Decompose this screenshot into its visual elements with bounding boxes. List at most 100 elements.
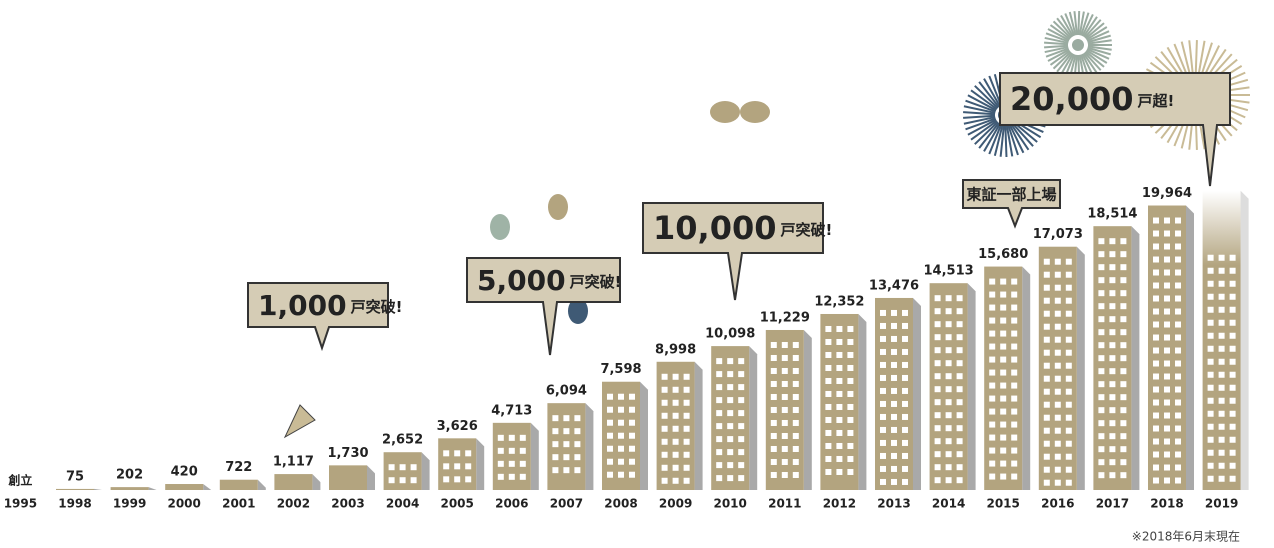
window: [781, 380, 788, 387]
window: [727, 475, 734, 482]
window: [781, 432, 788, 439]
callout-box: [247, 282, 389, 352]
window: [1175, 451, 1181, 458]
x-tick-label: 2013: [877, 497, 910, 511]
window: [1207, 254, 1214, 261]
window: [1175, 230, 1181, 237]
window: [497, 460, 504, 467]
firework-ray: [1044, 46, 1069, 54]
window: [738, 462, 745, 469]
firework-ray: [1078, 11, 1085, 36]
window: [956, 334, 963, 341]
window: [934, 321, 941, 328]
window: [661, 477, 668, 484]
window: [792, 367, 799, 374]
x-tick-label: 2005: [440, 497, 473, 511]
window: [934, 334, 941, 341]
bar: [165, 484, 204, 490]
window: [902, 465, 908, 472]
window: [607, 419, 613, 426]
window: [847, 442, 854, 449]
window: [1153, 438, 1159, 445]
window: [1218, 436, 1225, 443]
window: [1153, 373, 1159, 380]
window: [989, 330, 996, 337]
window: [1043, 414, 1050, 421]
window: [902, 413, 908, 420]
window: [1065, 375, 1072, 382]
window: [454, 463, 461, 470]
firework-ray: [963, 116, 996, 125]
window: [519, 460, 526, 467]
window: [1164, 425, 1170, 432]
bar-side: [1131, 226, 1140, 490]
window: [1054, 258, 1061, 265]
window: [891, 465, 897, 472]
window: [847, 377, 854, 384]
window: [989, 447, 996, 454]
window: [956, 373, 963, 380]
value-label: 7,598: [600, 362, 641, 377]
window: [770, 393, 777, 400]
window: [880, 478, 886, 485]
callout-box: [962, 179, 1061, 229]
window: [1011, 291, 1018, 298]
window: [1011, 408, 1018, 415]
window: [1207, 293, 1214, 300]
window: [1229, 358, 1236, 365]
window: [1120, 329, 1127, 336]
window: [847, 390, 854, 397]
window: [1043, 375, 1050, 382]
window: [1229, 254, 1236, 261]
window: [1098, 264, 1105, 271]
bar: [492, 422, 531, 490]
window: [891, 335, 897, 342]
value-label: 10,098: [705, 327, 755, 342]
window: [847, 338, 854, 345]
firework-ray: [1085, 22, 1105, 40]
window: [1175, 321, 1181, 328]
window: [847, 403, 854, 410]
window: [629, 393, 635, 400]
window: [1098, 472, 1105, 479]
window: [1218, 462, 1225, 469]
window: [618, 471, 624, 478]
window: [891, 387, 897, 394]
window: [1054, 310, 1061, 317]
window: [1218, 267, 1225, 274]
window: [880, 335, 886, 342]
callout-text: 20,000 戸超!: [1010, 80, 1174, 118]
window: [618, 406, 624, 413]
window: [607, 406, 613, 413]
window: [880, 452, 886, 459]
window: [465, 463, 472, 470]
window: [519, 434, 526, 441]
window: [1153, 282, 1159, 289]
window: [738, 475, 745, 482]
x-tick-label: 1998: [58, 497, 91, 511]
window: [792, 380, 799, 387]
window: [825, 403, 832, 410]
window: [825, 455, 832, 462]
window: [508, 460, 515, 467]
bar-side: [530, 422, 539, 490]
window: [934, 360, 941, 367]
firework-ray: [1056, 52, 1073, 73]
firework-ray: [1086, 48, 1110, 60]
window: [1229, 319, 1236, 326]
window: [1207, 345, 1214, 352]
window: [836, 416, 843, 423]
window: [1043, 271, 1050, 278]
window: [1164, 451, 1170, 458]
firework-ray: [963, 114, 996, 119]
window: [1175, 373, 1181, 380]
bar-side: [94, 488, 102, 490]
window: [1098, 420, 1105, 427]
x-tick-label: 2018: [1150, 497, 1183, 511]
window: [727, 462, 734, 469]
window: [1120, 446, 1127, 453]
window: [825, 416, 832, 423]
window: [1109, 446, 1116, 453]
firework-ray: [978, 81, 1000, 108]
